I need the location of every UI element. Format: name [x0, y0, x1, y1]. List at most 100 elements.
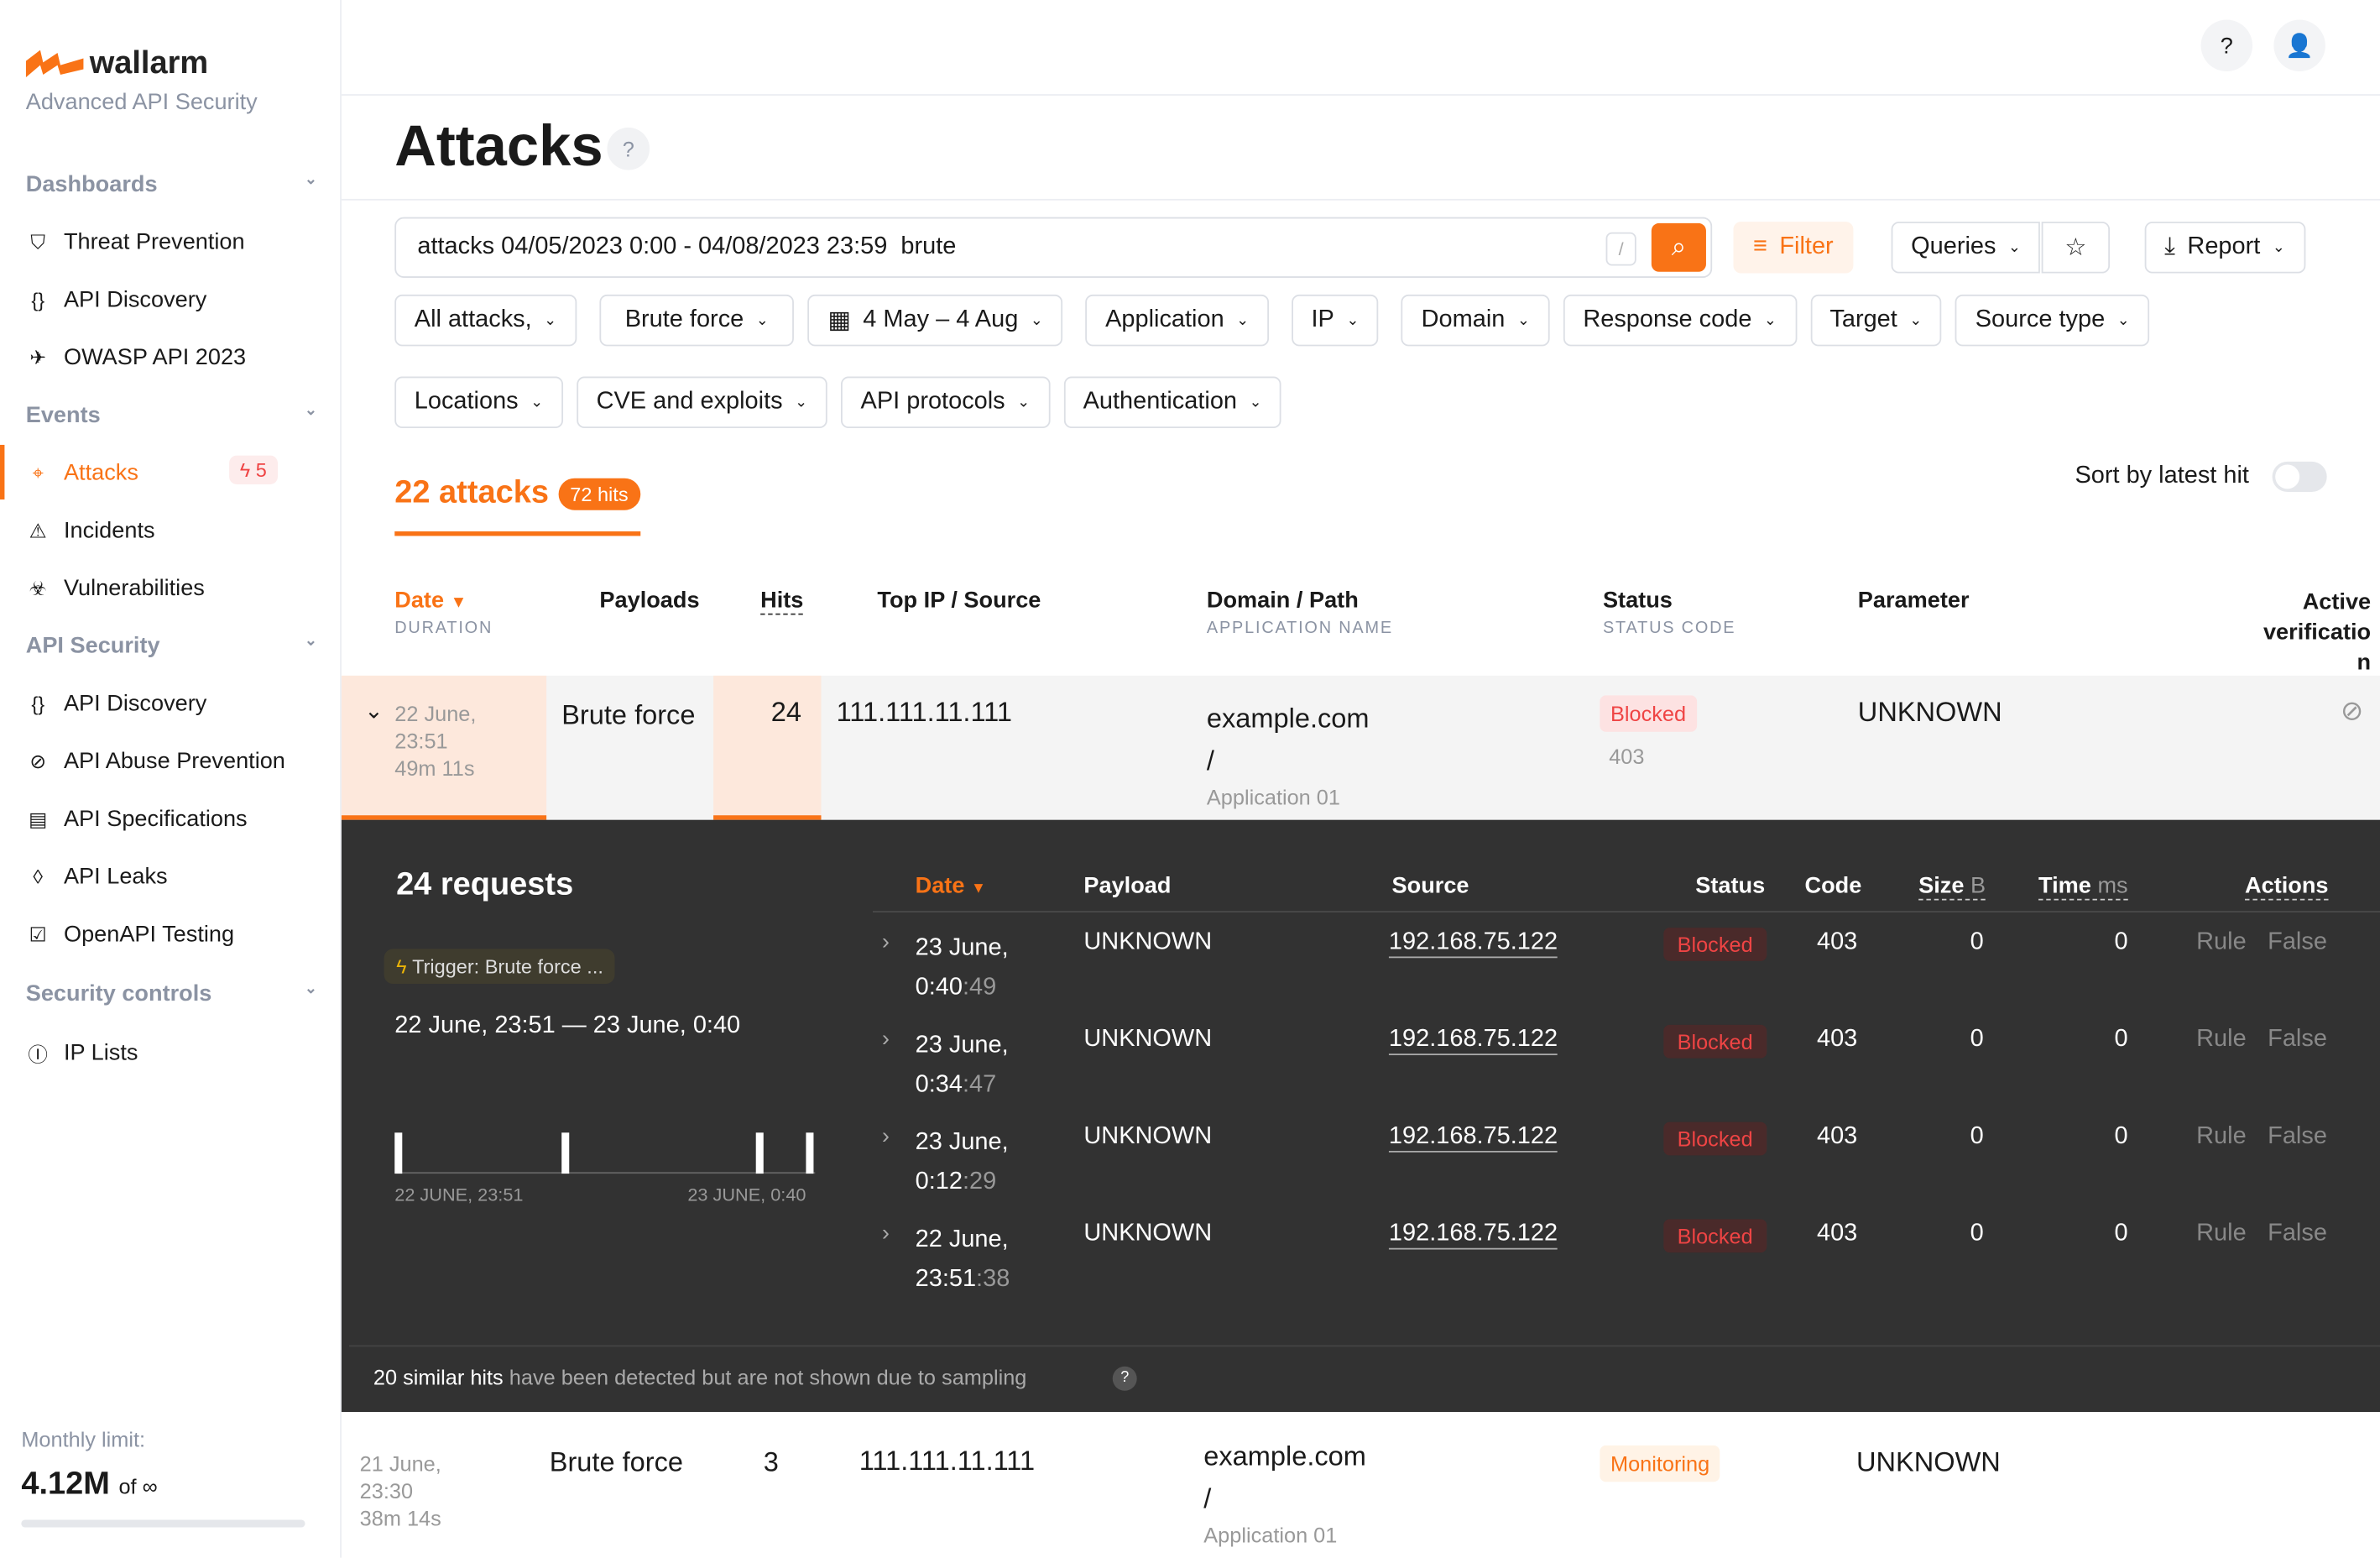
label: API Leaks: [63, 864, 168, 890]
attack-ip[interactable]: 111.111.11.111: [859, 1445, 1036, 1477]
rule-action[interactable]: Rule: [2196, 1123, 2247, 1150]
verification-disabled-icon[interactable]: ⊘: [2340, 695, 2364, 726]
request-row[interactable]: › 23 June, 0:34:47 UNKNOWN 192.168.75.122…: [873, 1024, 2380, 1118]
filter-brute-force[interactable]: Brute force ⌄: [598, 294, 795, 347]
section-api-security[interactable]: API Security ⌄: [26, 633, 317, 659]
filter-api-protocols[interactable]: API protocols ⌄: [841, 376, 1050, 429]
false-positive-action[interactable]: False: [2268, 1123, 2327, 1150]
help-circle-icon[interactable]: ?: [607, 127, 650, 170]
sidebar-item-owasp[interactable]: ✈ OWASP API 2023: [26, 345, 300, 371]
sort-toggle[interactable]: [2272, 461, 2327, 493]
filter-authentication[interactable]: Authentication ⌄: [1063, 376, 1282, 429]
section-events[interactable]: Events ⌄: [26, 402, 317, 428]
sidebar-item-api-discovery-2[interactable]: {} API Discovery: [26, 691, 300, 717]
rule-action[interactable]: Rule: [2196, 1026, 2247, 1053]
rule-action[interactable]: Rule: [2196, 928, 2247, 955]
duration: 38m 14s: [359, 1506, 441, 1531]
filter-domain[interactable]: Domain ⌄: [1401, 294, 1550, 347]
col-top-ip: Top IP / Source: [877, 587, 1041, 614]
date: 23 June,: [915, 1129, 1009, 1156]
limit-progress-bar: [21, 1519, 305, 1528]
filter-cve[interactable]: CVE and exploits ⌄: [577, 376, 827, 429]
label: Response code: [1583, 306, 1752, 333]
star-button[interactable]: ☆: [2041, 222, 2111, 274]
parameter: UNKNOWN: [1857, 697, 2002, 728]
attack-hits: 24: [770, 697, 802, 728]
chevron-down-icon: ⌄: [304, 402, 318, 420]
request-row[interactable]: › 23 June, 0:40:49 UNKNOWN 192.168.75.122…: [873, 928, 2380, 1021]
rule-action[interactable]: Rule: [2196, 1221, 2247, 1247]
filter-source-type[interactable]: Source type ⌄: [1955, 294, 2150, 347]
attack-row[interactable]: ⌄ 22 June, 23:51 49m 11s Brute force 24 11…: [341, 675, 2380, 820]
section-label: API Security: [25, 633, 160, 659]
queries-dropdown[interactable]: Queries ⌄: [1891, 222, 2041, 274]
user-icon[interactable]: 👤: [2273, 19, 2325, 72]
request-source[interactable]: 192.168.75.122: [1388, 929, 1558, 959]
false-positive-action[interactable]: False: [2268, 1026, 2327, 1053]
expand-chevron-icon[interactable]: ›: [881, 1026, 890, 1053]
expand-chevron-icon[interactable]: ›: [881, 928, 890, 955]
sidebar-item-ip-lists[interactable]: Ⓘ IP Lists: [26, 1038, 300, 1067]
sidebar-item-api-specs[interactable]: ▤ API Specifications: [26, 806, 300, 832]
col-hits[interactable]: Hits: [760, 587, 804, 615]
seconds: :49: [962, 975, 997, 1001]
request-row[interactable]: › 23 June, 0:12:29 UNKNOWN 192.168.75.122…: [873, 1121, 2380, 1215]
chevron-down-icon: ⌄: [795, 394, 808, 411]
attacks-tab[interactable]: 22 attacks 72 hits: [394, 475, 641, 511]
req-col-size[interactable]: Size B: [1918, 873, 1986, 901]
attack-ip[interactable]: 111.111.11.111: [836, 697, 1012, 728]
help-icon[interactable]: ?: [2200, 19, 2253, 72]
attack-row[interactable]: 21 June, 23:30 38m 14s Brute force 3 111.1…: [342, 1412, 2380, 1558]
chevron-down-icon: ⌄: [1516, 311, 1531, 329]
filter-response-code[interactable]: Response code ⌄: [1563, 294, 1797, 347]
filter-application[interactable]: Application ⌄: [1085, 294, 1269, 347]
filter-target[interactable]: Target ⌄: [1809, 294, 1942, 347]
sidebar-item-attacks[interactable]: ⌖ Attacks: [26, 460, 300, 486]
date: 23 June,: [915, 935, 1009, 961]
sidebar-item-api-abuse[interactable]: ⊘ API Abuse Prevention: [26, 749, 300, 775]
status-badge: Blocked: [1663, 1024, 1767, 1059]
collapse-chevron-icon[interactable]: ⌄: [364, 698, 384, 724]
expand-chevron-icon[interactable]: ›: [881, 1221, 890, 1247]
sidebar-item-vulnerabilities[interactable]: ☣ Vulnerabilities: [26, 575, 300, 601]
wasp-icon: ✈: [29, 345, 47, 369]
warning-icon: ⚠: [29, 518, 47, 541]
sidebar-item-threat-prevention[interactable]: ⛉ Threat Prevention: [26, 229, 300, 255]
request-row[interactable]: › 22 June, 23:51:38 UNKNOWN 192.168.75.12…: [873, 1219, 2380, 1312]
req-col-date[interactable]: Date ▼: [916, 873, 986, 899]
seconds: :47: [962, 1071, 997, 1098]
filter-button[interactable]: ≡ Filter: [1733, 222, 1854, 274]
filter-ip[interactable]: IP ⌄: [1291, 294, 1380, 347]
filter-date-range[interactable]: ▦ 4 May – 4 Aug ⌄: [807, 294, 1063, 347]
shortcut-hint: /: [1605, 232, 1636, 266]
target-icon: ⌖: [32, 460, 44, 484]
col-status: Status STATUS CODE: [1603, 588, 1735, 638]
section-dashboards[interactable]: Dashboards ⌄: [26, 171, 317, 197]
label: Time: [2038, 872, 2091, 899]
help-icon[interactable]: ?: [1112, 1366, 1137, 1391]
request-source[interactable]: 192.168.75.122: [1388, 1027, 1558, 1056]
filter-locations[interactable]: Locations ⌄: [394, 376, 563, 429]
filter-attack-type[interactable]: All attacks, ⌄: [394, 294, 577, 347]
logo[interactable]: wallarm: [25, 45, 208, 81]
sidebar-item-api-leaks[interactable]: ◊ API Leaks: [26, 864, 300, 890]
sidebar-item-openapi-testing[interactable]: ☑ OpenAPI Testing: [26, 922, 300, 948]
section-security-controls[interactable]: Security controls ⌄: [26, 980, 317, 1006]
report-button[interactable]: ⤓ Report ⌄: [2144, 222, 2305, 274]
expand-chevron-icon[interactable]: ›: [881, 1123, 890, 1150]
search-input[interactable]: attacks 04/05/2023 0:00 - 04/08/2023 23:…: [394, 217, 1713, 278]
col-date[interactable]: Date ▼ DURATION: [394, 588, 493, 638]
req-col-status: Status: [1695, 872, 1766, 899]
app-name: Application 01: [1206, 785, 1340, 810]
request-time: 0: [2114, 1026, 2128, 1053]
search-button[interactable]: ⌕: [1651, 222, 1706, 272]
domain: example.com: [1206, 703, 1370, 734]
request-source[interactable]: 192.168.75.122: [1388, 1221, 1558, 1250]
sidebar-item-incidents[interactable]: ⚠ Incidents: [26, 518, 300, 544]
request-source[interactable]: 192.168.75.122: [1388, 1123, 1558, 1153]
axis-start-label: 22 JUNE, 23:51: [394, 1184, 524, 1206]
false-positive-action[interactable]: False: [2268, 928, 2327, 955]
req-col-time[interactable]: Time ms: [2038, 873, 2128, 901]
sidebar-item-api-discovery[interactable]: {} API Discovery: [26, 287, 300, 313]
false-positive-action[interactable]: False: [2268, 1221, 2327, 1247]
